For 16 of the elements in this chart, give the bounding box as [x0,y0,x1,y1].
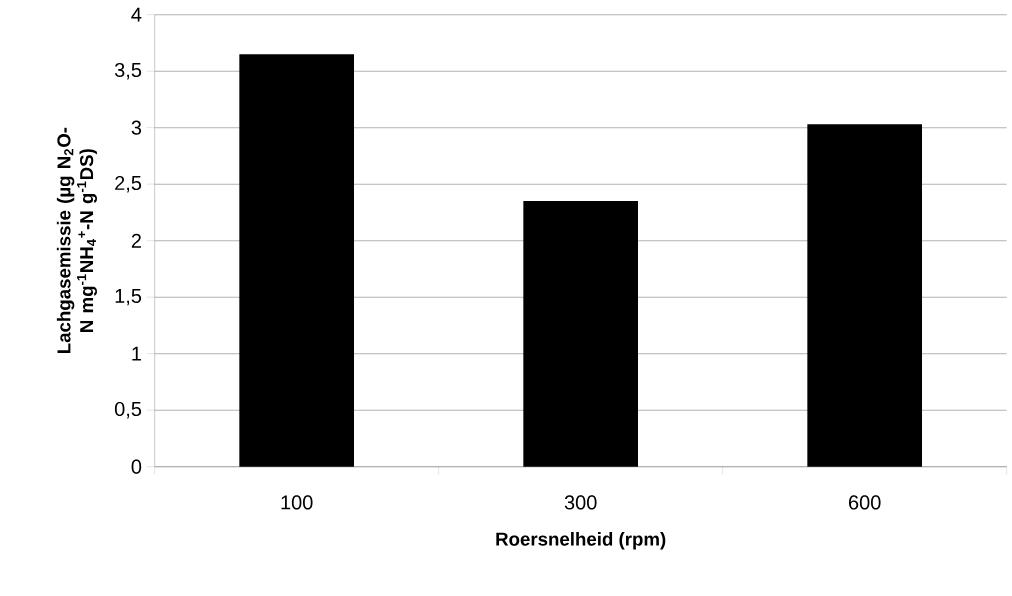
y-tick-label: 0 [131,459,142,474]
y-tick-label: 0,5 [114,401,142,419]
bar [239,54,355,467]
x-tick-label: 300 [564,495,597,510]
bar [523,201,639,467]
x-tick-label: 100 [281,495,313,510]
y-tick-label: 2,5 [115,175,142,193]
y-tick-label: 4 [131,7,142,22]
y-tick-label: 3,5 [114,62,142,80]
bar [807,124,923,467]
x-tick-label: 600 [849,495,881,510]
y-tick-label: 3 [131,120,142,135]
y-tick-label: 2 [131,233,141,248]
x-axis-title: Roersnelheid (rpm) [496,532,666,550]
y-tick-label: 1,5 [115,289,142,306]
y-tick-label: 1 [132,346,141,361]
